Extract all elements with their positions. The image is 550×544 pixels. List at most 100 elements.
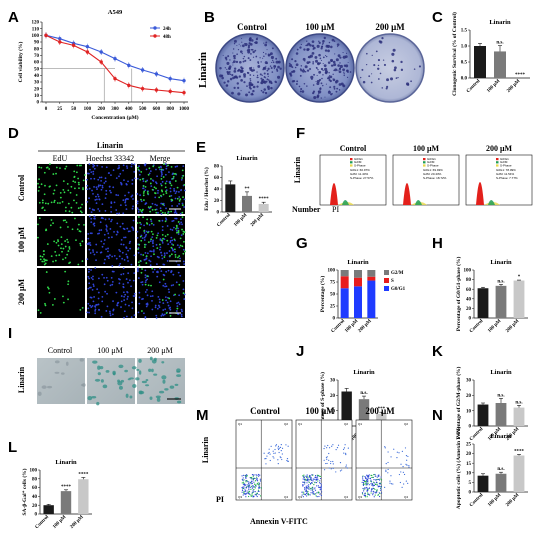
d-nucleus [109, 228, 112, 230]
colony [232, 64, 234, 66]
d-edu-cell [37, 182, 39, 185]
m-dot [328, 452, 330, 455]
m-dot [254, 477, 256, 480]
d-edu-cell [137, 261, 140, 264]
m-dot [265, 457, 267, 460]
d-edu-cell [139, 209, 142, 211]
n-ytick-label: 5 [469, 481, 472, 486]
m-dot [251, 482, 253, 484]
colony [333, 87, 336, 90]
d-nucleus [116, 222, 119, 225]
d-edu-cell [179, 198, 182, 201]
m-dot [256, 480, 259, 482]
d-nucleus [159, 239, 162, 241]
f-legend-label: G2/M [500, 160, 508, 164]
j-ytick-label: 30 [466, 379, 472, 384]
d-edu-cell [62, 258, 64, 261]
d-nucleus [165, 167, 168, 170]
d-nucleus [157, 192, 159, 194]
m-dot [306, 475, 308, 477]
d-nucleus [100, 229, 103, 231]
k-cell [138, 358, 142, 363]
d-nucleus [92, 251, 95, 253]
k-cell [164, 388, 169, 391]
a-ytick-label: 20 [34, 87, 40, 92]
m-dot [380, 486, 382, 488]
k-col-control: Control [48, 346, 73, 355]
d-nucleus [178, 246, 181, 249]
d-edu-cell [141, 268, 143, 270]
d-edu-cell [151, 267, 154, 270]
m-dot [311, 478, 313, 480]
d-edu-cell [49, 224, 52, 227]
m-dot [245, 477, 247, 480]
d-edu-cell [150, 284, 152, 287]
d-nucleus [136, 200, 139, 203]
d-nucleus [105, 276, 108, 279]
k-cell [151, 368, 154, 373]
d-nucleus [87, 232, 90, 235]
l-ytick-label: 0 [35, 513, 38, 518]
d-nucleus [181, 310, 183, 313]
m-dot [345, 464, 347, 466]
colony [256, 76, 259, 79]
d-nucleus [124, 201, 127, 204]
d-nucleus [144, 281, 147, 284]
c-ytick-label: 1.5 [461, 29, 468, 34]
m-dot [246, 474, 248, 476]
d-edu-cell [146, 192, 149, 195]
d-nucleus [92, 173, 95, 175]
m-dot [373, 484, 376, 486]
f-plot-frame [392, 154, 460, 206]
colony [299, 46, 302, 49]
g-bar-segment-S [354, 277, 362, 287]
a-point-48h [168, 89, 172, 94]
m-dot [258, 486, 260, 488]
i-ytick-label: 10 [330, 409, 336, 414]
d-edu-cell [181, 228, 183, 231]
m-dot [268, 451, 270, 454]
panel-label-n: N [432, 407, 443, 424]
colony [328, 78, 331, 82]
m-dot [243, 482, 245, 484]
d-nucleus [90, 177, 92, 180]
d-nucleus [161, 225, 164, 228]
d-nucleus [95, 243, 98, 246]
d-nucleus [159, 248, 161, 251]
colony [226, 68, 228, 71]
d-nucleus [145, 202, 148, 205]
m-dot [304, 493, 306, 495]
d-edu-cell [81, 203, 83, 206]
colony [267, 79, 269, 81]
m-dot [281, 458, 283, 461]
m-dot [314, 474, 317, 477]
m-dot [302, 485, 304, 487]
d-nucleus [181, 202, 184, 205]
m-dot [344, 444, 346, 446]
colony [251, 39, 254, 42]
b-col-100: 100 μM [305, 22, 335, 32]
d-nucleus [104, 258, 106, 261]
d-edu-cell [149, 210, 152, 213]
d-nucleus [139, 194, 142, 197]
colony [246, 50, 248, 52]
d-nucleus [146, 179, 149, 182]
d-edu-cell [71, 211, 74, 214]
d-nucleus [88, 286, 91, 289]
d-nucleus [133, 254, 136, 257]
m-dot [259, 495, 262, 497]
d-nucleus [132, 219, 135, 222]
m-dot [258, 482, 260, 484]
m-dot [311, 490, 314, 492]
m-dot [373, 479, 375, 481]
m-dot [319, 493, 321, 495]
d-nucleus [100, 315, 103, 318]
colony [324, 54, 327, 57]
colony [252, 85, 256, 89]
d-nucleus [171, 220, 174, 222]
m-dot [396, 457, 398, 459]
d-edu-cell [78, 183, 80, 186]
f-stat: S-Phase: 7.77% [496, 176, 518, 180]
m-dot [274, 448, 276, 451]
d-nucleus [165, 285, 168, 288]
